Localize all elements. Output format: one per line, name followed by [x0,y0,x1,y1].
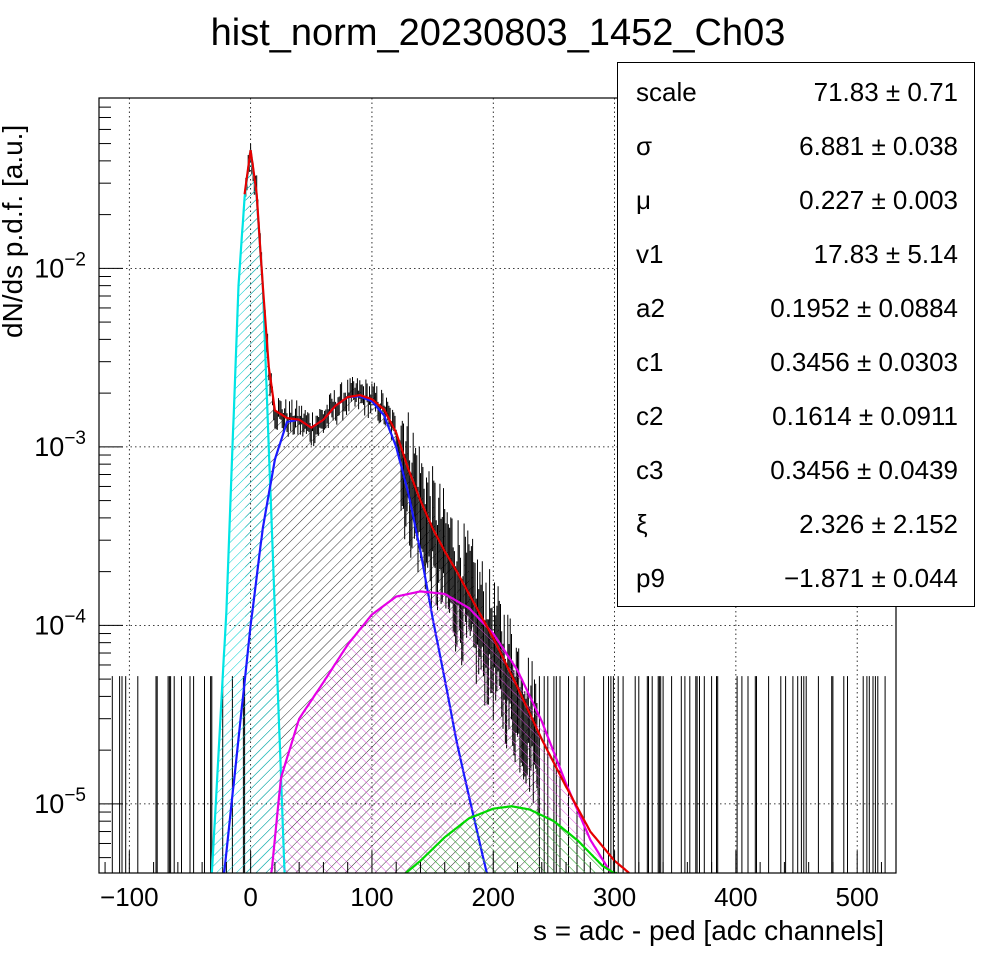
x-tick-label: 0 [243,882,257,912]
y-axis-label: dN/ds p.d.f. [a.u.] [0,125,28,338]
fit-curve-total [243,149,630,873]
x-tick-label: 400 [714,882,757,912]
x-tick-label: 200 [472,882,515,912]
stats-param-value: 0.1614 ± 0.0911 [772,401,958,431]
y-tick-label: 10−2 [34,249,86,283]
stats-param-name: a2 [636,293,665,323]
x-tick-label: 500 [835,882,878,912]
stats-row: σ 6.881 ± 0.038 [618,117,974,171]
stats-row: c3 0.3456 ± 0.0439 [618,441,974,495]
fit-hatch-gaussian [211,150,285,873]
stats-param-name: p9 [636,563,665,593]
stats-param-value: 0.1952 ± 0.0884 [770,293,958,323]
stats-param-value: 2.326 ± 2.152 [799,509,958,539]
stats-param-value: 6.881 ± 0.038 [799,131,958,161]
fit-hatch-2-p-e- [271,591,613,873]
stats-param-name: c1 [636,347,664,377]
x-axis-label: s = adc - ped [adc channels] [533,915,884,946]
stats-row: scale 71.83 ± 0.71 [618,63,974,117]
x-tick-label: 300 [593,882,636,912]
axis-ticks: −100 0 100 200 300 400 500 10−5 10−4 10−3 10−2 [34,97,882,912]
stats-param-value: 71.83 ± 0.71 [813,77,958,107]
stats-row: μ 0.227 ± 0.003 [618,171,974,225]
stats-param-name: scale [636,77,697,107]
stats-row: a2 0.1952 ± 0.0884 [618,279,974,333]
y-tick-label: 10−4 [34,606,86,640]
stats-param-name: ξ [636,509,648,539]
x-tick-label: 100 [350,882,393,912]
fit-curves [210,149,630,873]
stats-param-value: 0.3456 ± 0.0303 [770,347,958,377]
stats-param-value: 0.3456 ± 0.0439 [770,455,958,485]
y-tick-label: 10−3 [34,428,86,462]
y-tick-label: 10−5 [34,785,86,819]
stats-param-name: μ [636,185,651,215]
stats-row: p9 −1.871 ± 0.044 [618,549,974,603]
stats-row: c2 0.1614 ± 0.0911 [618,387,974,441]
stats-row: ξ 2.326 ± 2.152 [618,495,974,549]
fit-curve-3-p-e- [405,805,617,873]
stats-param-name: c3 [636,455,664,485]
stats-param-value: −1.871 ± 0.044 [783,563,958,593]
stats-param-name: σ [636,131,653,161]
stats-row: c1 0.3456 ± 0.0303 [618,333,974,387]
stats-param-name: c2 [636,401,664,431]
stats-row: v1 17.83 ± 5.14 [618,225,974,279]
fit-stats-box: scale 71.83 ± 0.71 σ 6.881 ± 0.038 μ 0.227 ± … [617,62,975,607]
chart-title: hist_norm_20230803_1452_Ch03 [210,12,786,54]
fit-curve-2-p-e- [270,590,613,873]
stats-param-value: 0.227 ± 0.003 [799,185,958,215]
fit-hatch-3-p-e- [405,806,617,873]
stats-param-name: v1 [636,239,664,269]
stats-param-value: 17.83 ± 5.14 [813,239,958,269]
axis-labels: s = adc - ped [adc channels] dN/ds p.d.f… [0,125,884,946]
x-tick-label: −100 [100,882,159,912]
